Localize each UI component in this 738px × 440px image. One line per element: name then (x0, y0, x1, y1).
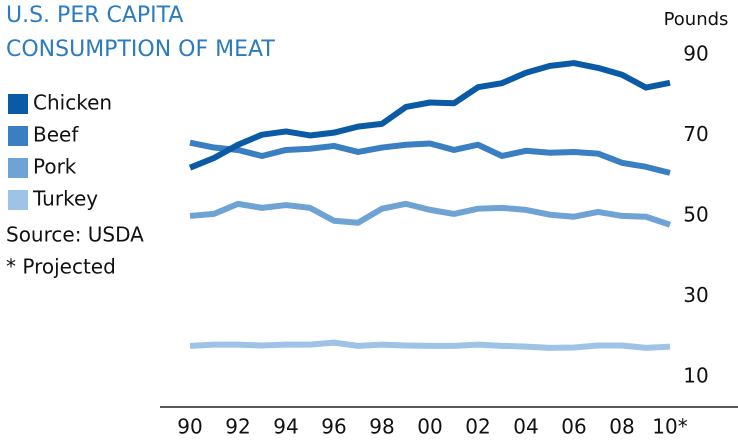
legend-label: Chicken (33, 91, 112, 115)
line-series (189, 200, 671, 228)
x-tick-label: 96 (321, 415, 346, 439)
x-tick-label: 94 (273, 415, 298, 439)
x-tick-label: 06 (561, 415, 586, 439)
annotation: * Projected (6, 255, 116, 279)
annotation: Source: USDA (6, 223, 144, 247)
y-tick-label: 10 (683, 363, 708, 387)
x-tick-label: 98 (369, 415, 394, 439)
legend-label: Pork (33, 155, 77, 179)
chart-title: U.S. PER CAPITA (6, 3, 183, 28)
y-tick-label: 70 (683, 122, 708, 146)
x-tick-label: 00 (417, 415, 442, 439)
legend-swatch (8, 190, 28, 210)
legend-swatch (8, 126, 28, 146)
line-series (189, 139, 671, 176)
legend-label: Beef (33, 123, 79, 147)
x-tick-label: 04 (513, 415, 538, 439)
x-tick-label: 02 (465, 415, 490, 439)
y-tick-label: 50 (683, 202, 708, 226)
y-axis-label: Pounds (664, 9, 729, 30)
legend-swatch (8, 94, 28, 114)
y-tick-label: 30 (683, 283, 708, 307)
legend-swatch (8, 158, 28, 178)
line-series (189, 339, 671, 351)
x-tick-label: 90 (177, 415, 202, 439)
x-tick-label: 92 (225, 415, 250, 439)
x-tick-label: 08 (609, 415, 634, 439)
chart-title: CONSUMPTION OF MEAT (6, 37, 275, 62)
legend-label: Turkey (32, 187, 98, 211)
y-tick-label: 90 (683, 42, 708, 66)
line-series (188, 60, 671, 171)
x-tick-label: 10* (652, 415, 687, 439)
